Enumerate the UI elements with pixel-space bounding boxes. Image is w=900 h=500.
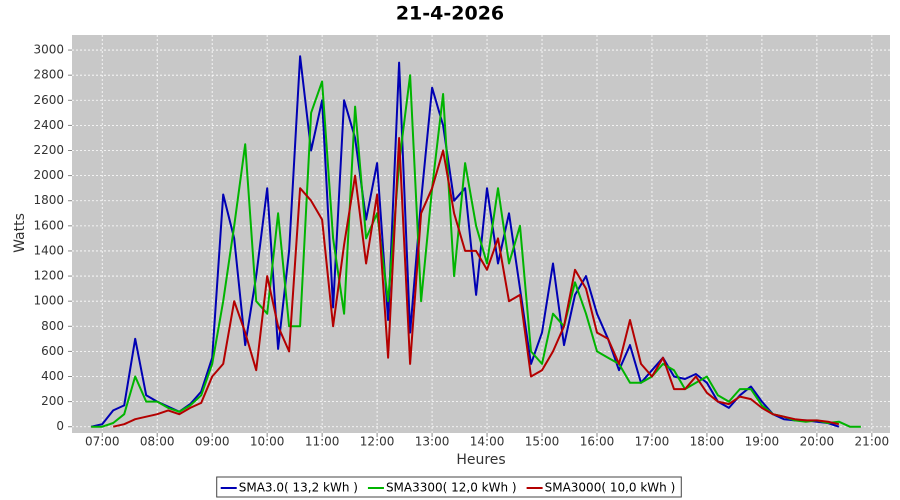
x-tick-label: 14:00 bbox=[470, 435, 505, 449]
legend-label: SMA3.0( 13,2 kWh ) bbox=[239, 481, 358, 495]
y-tick-label: 1000 bbox=[33, 294, 64, 308]
y-tick-label: 2200 bbox=[33, 143, 64, 157]
x-tick-label: 10:00 bbox=[250, 435, 285, 449]
x-tick-label: 16:00 bbox=[580, 435, 615, 449]
x-tick-label: 11:00 bbox=[305, 435, 340, 449]
y-tick-label: 1400 bbox=[33, 243, 64, 257]
x-tick-label: 13:00 bbox=[415, 435, 450, 449]
legend: SMA3.0( 13,2 kWh ) SMA3300( 12,0 kWh ) SMA… bbox=[216, 476, 682, 498]
y-tick-label: 200 bbox=[41, 394, 64, 408]
legend-item: SMA3000( 10,0 kWh ) bbox=[526, 481, 676, 495]
legend-item: SMA3300( 12,0 kWh ) bbox=[367, 481, 517, 495]
y-tick-label: 2800 bbox=[33, 68, 64, 82]
legend-item: SMA3.0( 13,2 kWh ) bbox=[220, 481, 358, 495]
x-tick-label: 09:00 bbox=[195, 435, 230, 449]
y-tick-label: 2400 bbox=[33, 118, 64, 132]
series-line bbox=[90, 55, 840, 428]
x-tick-label: 17:00 bbox=[635, 435, 670, 449]
y-tick-label: 800 bbox=[41, 319, 64, 333]
legend-label: SMA3000( 10,0 kWh ) bbox=[545, 481, 676, 495]
y-tick-label: 2000 bbox=[33, 168, 64, 182]
x-tick-label: 18:00 bbox=[690, 435, 725, 449]
x-axis-label: Heures bbox=[456, 452, 505, 468]
y-tick-label: 3000 bbox=[33, 43, 64, 57]
series-line bbox=[112, 137, 840, 428]
x-tick-label: 08:00 bbox=[140, 435, 175, 449]
x-tick-label: 12:00 bbox=[360, 435, 395, 449]
y-tick-label: 2600 bbox=[33, 93, 64, 107]
legend-label: SMA3300( 12,0 kWh ) bbox=[386, 481, 517, 495]
x-tick-label: 15:00 bbox=[525, 435, 560, 449]
y-tick-label: 1800 bbox=[33, 193, 64, 207]
chart-title: 21-4-2026 bbox=[396, 3, 504, 25]
y-tick-label: 400 bbox=[41, 369, 64, 383]
x-tick-label: 21:00 bbox=[855, 435, 890, 449]
y-tick-label: 600 bbox=[41, 344, 64, 358]
series-line bbox=[91, 74, 861, 428]
x-tick-label: 07:00 bbox=[85, 435, 120, 449]
plot-area bbox=[72, 35, 890, 433]
legend-box bbox=[216, 476, 682, 498]
x-tick-label: 20:00 bbox=[800, 435, 835, 449]
y-tick-label: 0 bbox=[56, 419, 64, 433]
y-axis-label: Watts bbox=[12, 213, 28, 253]
y-tick-label: 1200 bbox=[33, 269, 64, 283]
y-tick-label: 1600 bbox=[33, 218, 64, 232]
x-tick-label: 19:00 bbox=[745, 435, 780, 449]
